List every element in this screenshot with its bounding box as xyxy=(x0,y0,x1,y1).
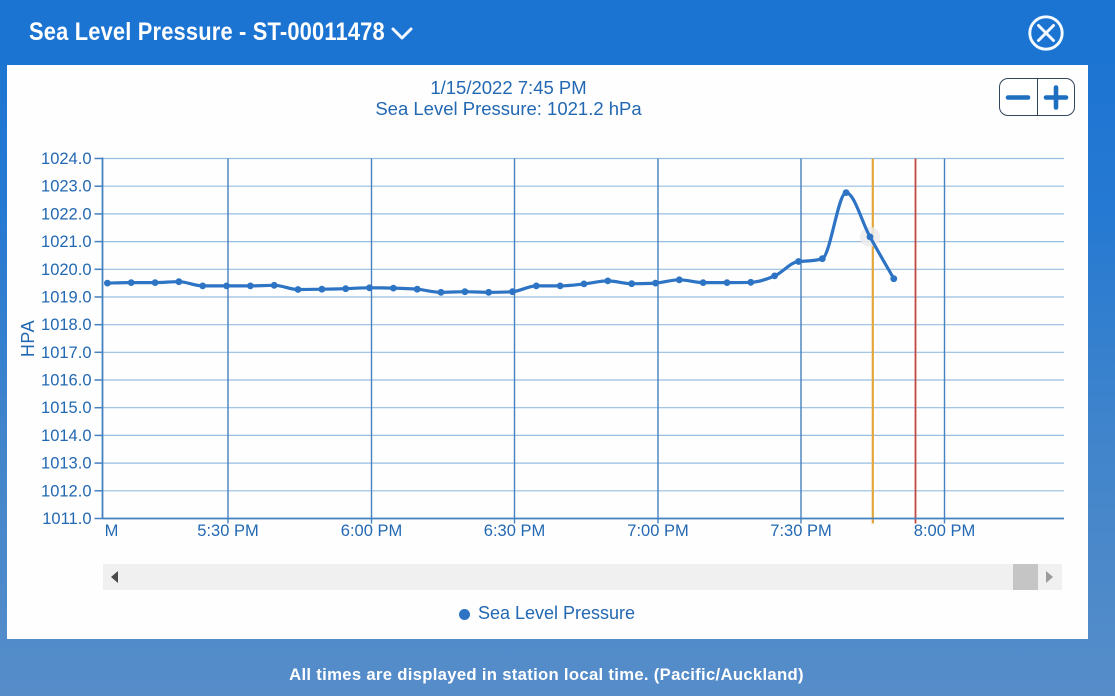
svg-text:6:00 PM: 6:00 PM xyxy=(341,522,402,540)
svg-text:1020.0: 1020.0 xyxy=(41,261,91,279)
svg-text:1019.0: 1019.0 xyxy=(41,289,91,307)
svg-text:1018.0: 1018.0 xyxy=(41,316,91,334)
svg-text:7:00 PM: 7:00 PM xyxy=(627,522,688,540)
svg-text:1013.0: 1013.0 xyxy=(41,455,91,473)
svg-text:6:30 PM: 6:30 PM xyxy=(484,522,545,540)
svg-text:1012.0: 1012.0 xyxy=(41,482,91,500)
svg-text:HPA: HPA xyxy=(18,320,38,357)
svg-text:1021.0: 1021.0 xyxy=(41,233,91,251)
svg-text:1022.0: 1022.0 xyxy=(41,205,91,223)
svg-text:M: M xyxy=(105,522,119,540)
svg-text:1023.0: 1023.0 xyxy=(41,178,91,196)
svg-text:8:00 PM: 8:00 PM xyxy=(914,522,975,540)
svg-text:5:30 PM: 5:30 PM xyxy=(197,522,258,540)
svg-text:1014.0: 1014.0 xyxy=(41,427,91,445)
svg-text:1015.0: 1015.0 xyxy=(41,399,91,417)
svg-text:1024.0: 1024.0 xyxy=(41,150,91,168)
svg-text:1011.0: 1011.0 xyxy=(42,510,91,528)
svg-text:7:30 PM: 7:30 PM xyxy=(770,522,831,540)
svg-text:1016.0: 1016.0 xyxy=(41,372,91,390)
svg-text:1017.0: 1017.0 xyxy=(41,344,91,362)
